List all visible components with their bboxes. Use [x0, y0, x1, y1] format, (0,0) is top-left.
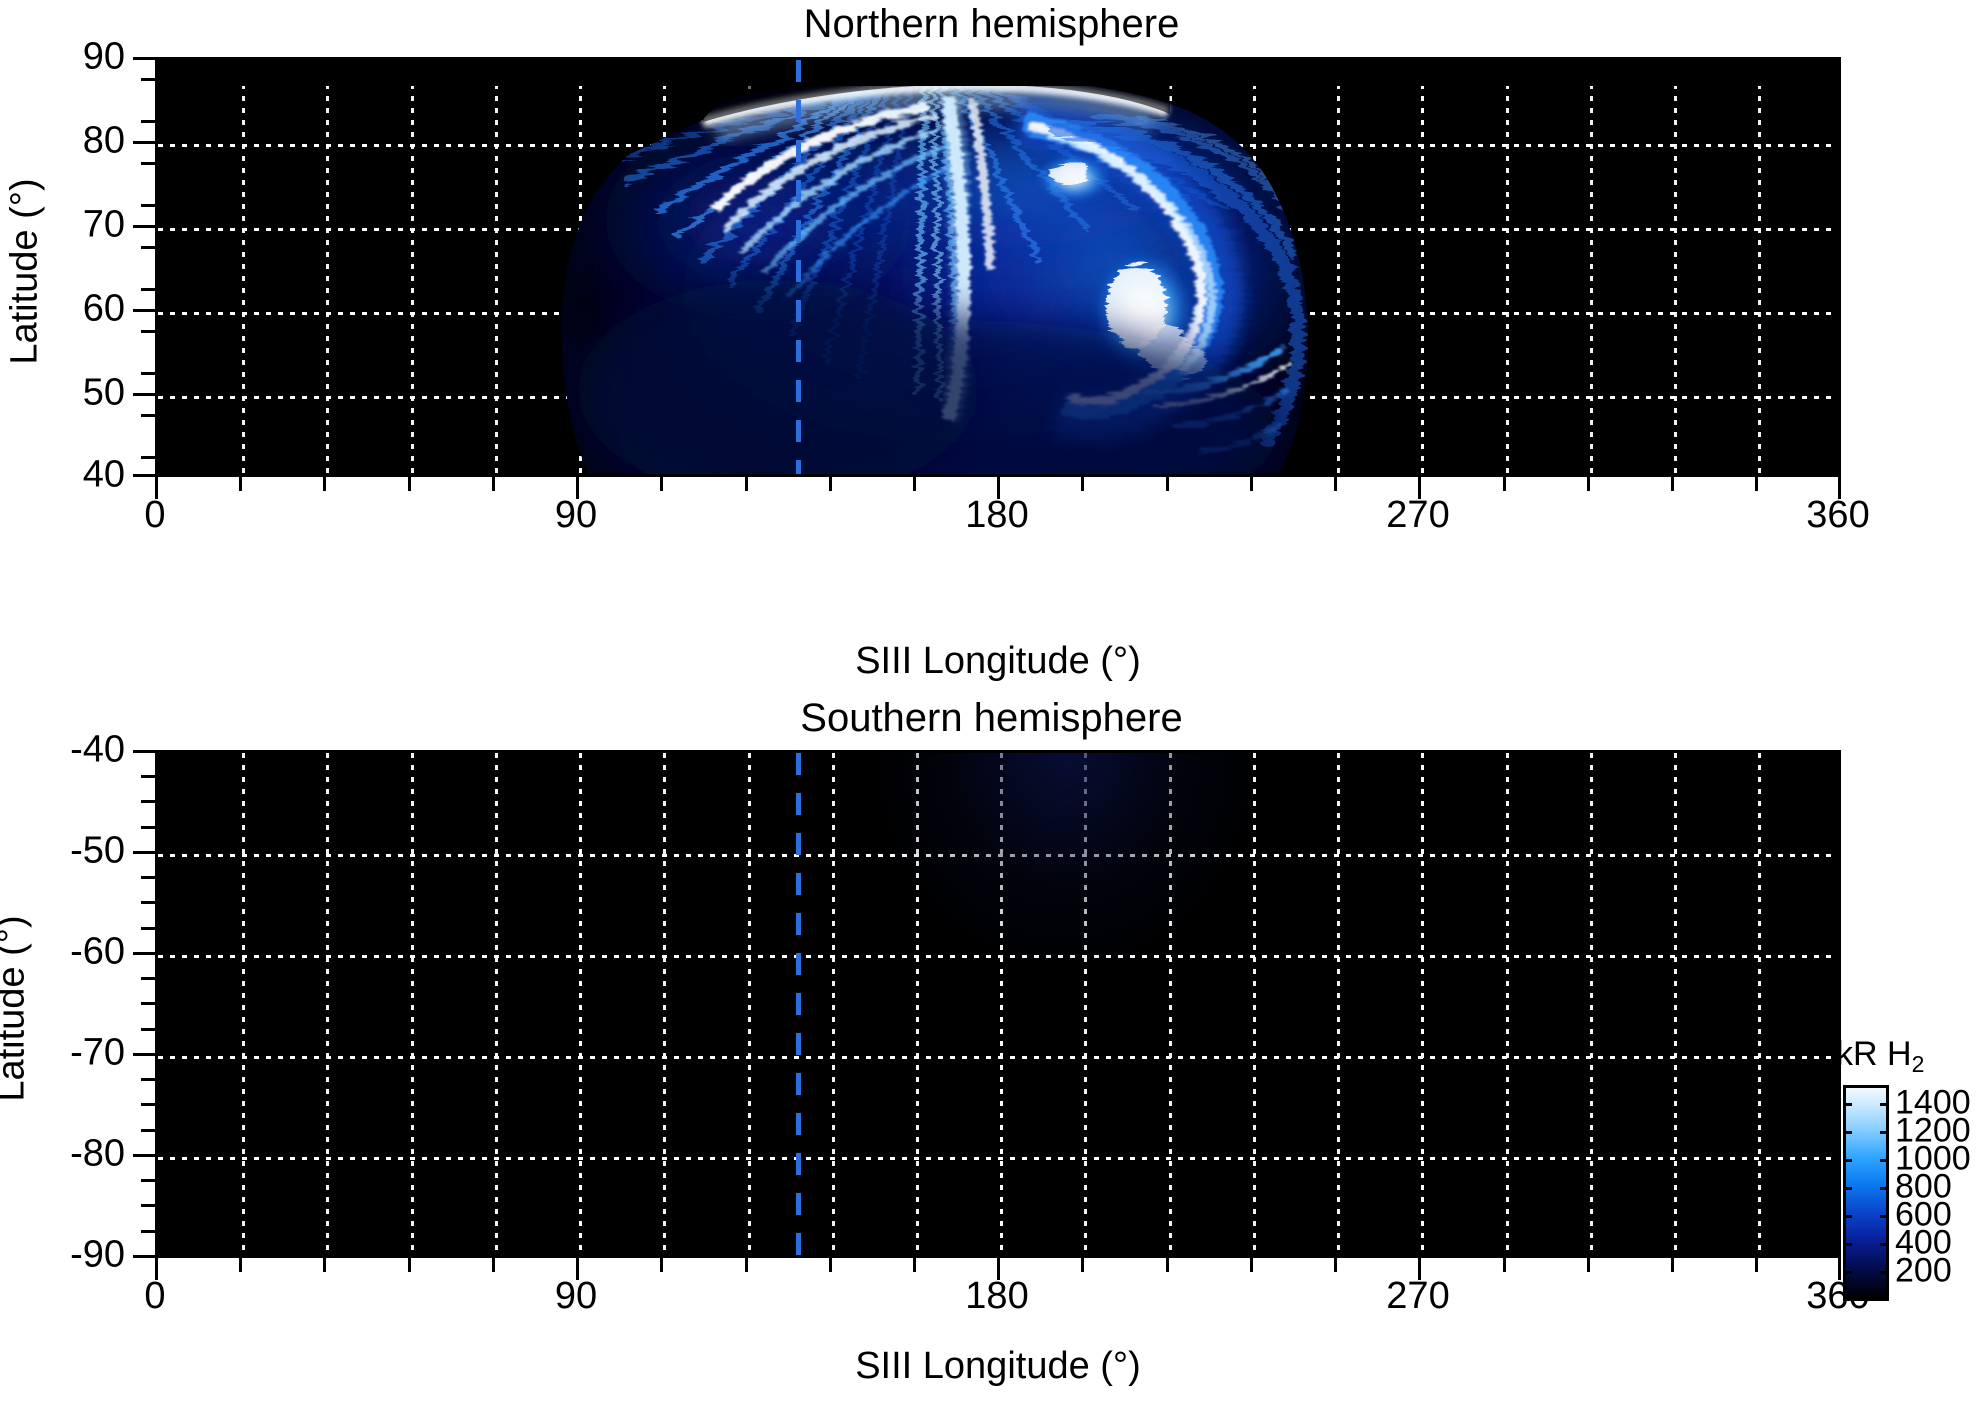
xtick-label-south: 180 [965, 1275, 1029, 1317]
colorbar-tick [1843, 1243, 1852, 1246]
colorbar-tick [1843, 1103, 1852, 1106]
south-residual-glow [880, 753, 1250, 964]
panel-title-south: Southern hemisphere [800, 696, 1183, 740]
ytick-label-north: 60 [82, 287, 125, 330]
colorbar-tick [1880, 1215, 1889, 1218]
xtick-label-south: 270 [1386, 1275, 1450, 1317]
central-meridian-line-north [796, 60, 801, 474]
ytick-label-north: 90 [82, 35, 125, 78]
colorbar-tick [1843, 1271, 1852, 1274]
panel-title-north: Northern hemisphere [803, 2, 1180, 46]
ytick-label-south: -90 [70, 1233, 125, 1276]
colorbar-gradient [1843, 1085, 1889, 1301]
colorbar-tick-label: 1200 [1895, 1111, 1971, 1150]
xtick-label-north: 90 [554, 494, 598, 536]
ytick-label-south: -50 [70, 829, 125, 872]
colorbar-tick [1880, 1187, 1889, 1190]
plot-area-north[interactable] [155, 57, 1841, 477]
ytick-label-south: -70 [70, 1031, 125, 1074]
yaxis-title-south: Latitude (°) [0, 915, 33, 1102]
plot-area-south[interactable] [155, 750, 1841, 1258]
colorbar[interactable] [1843, 1085, 1889, 1301]
aurora-emission-map [158, 60, 1838, 474]
colorbar-tick-label: 600 [1895, 1195, 1952, 1234]
colorbar-tick-label: 1000 [1895, 1139, 1971, 1178]
colorbar-title-subscript: 2 [1911, 1051, 1925, 1077]
colorbar-tick [1843, 1131, 1852, 1134]
colorbar-tick [1843, 1215, 1852, 1218]
xaxis-title-north: SIII Longitude (°) [855, 640, 1141, 682]
colorbar-tick [1843, 1159, 1852, 1162]
colorbar-tick [1880, 1131, 1889, 1134]
colorbar-title-text: kR H [1836, 1035, 1912, 1073]
yaxis-title-north: Latitude (°) [3, 178, 46, 365]
xtick-label-north: 180 [965, 494, 1029, 536]
ytick-label-north: 80 [82, 119, 125, 162]
colorbar-title: kR H2 [1836, 1035, 1925, 1077]
colorbar-tick [1880, 1243, 1889, 1246]
xtick-label-north: 360 [1806, 494, 1870, 536]
xtick-label-north: 0 [144, 494, 166, 536]
ytick-label-north: 70 [82, 203, 125, 246]
ytick-label-south: -80 [70, 1132, 125, 1175]
colorbar-tick [1880, 1271, 1889, 1274]
colorbar-tick [1880, 1103, 1889, 1106]
ytick-label-south: -60 [70, 930, 125, 973]
colorbar-tick-label: 800 [1895, 1167, 1952, 1206]
colorbar-tick [1843, 1187, 1852, 1190]
central-meridian-line-south [796, 753, 801, 1255]
xtick-label-north: 270 [1386, 494, 1450, 536]
xtick-label-south: 90 [554, 1275, 598, 1317]
colorbar-tick [1880, 1159, 1889, 1162]
ytick-label-north: 50 [82, 371, 125, 414]
colorbar-tick-label: 1400 [1895, 1083, 1971, 1122]
xaxis-title-south: SIII Longitude (°) [855, 1345, 1141, 1387]
colorbar-tick-label: 400 [1895, 1223, 1952, 1262]
ytick-label-south: -40 [70, 728, 125, 771]
xtick-label-south: 0 [144, 1275, 166, 1317]
ytick-label-north: 40 [82, 453, 125, 496]
colorbar-tick-label: 200 [1895, 1251, 1952, 1290]
